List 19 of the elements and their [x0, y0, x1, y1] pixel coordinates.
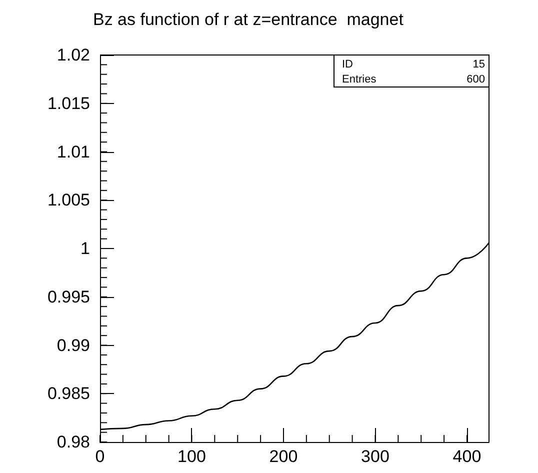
y-tick-label: 1.015: [47, 94, 90, 113]
annotation: 15: [472, 58, 485, 70]
x-tick-label: 200: [269, 447, 298, 466]
x-tick-label: 0: [95, 447, 105, 466]
y-tick-label: 1.01: [56, 142, 90, 162]
y-tick-label: 0.985: [47, 384, 90, 404]
x-tick-label: 400: [452, 447, 482, 466]
chart-title: Bz as function of r at z=entrance magnet: [93, 10, 404, 29]
y-tick-label: 1.02: [56, 46, 90, 64]
x-tick-label: 100: [178, 447, 206, 466]
y-tick-label: 1.005: [47, 190, 90, 210]
y-tick-label: 0.99: [56, 336, 90, 355]
annotation: Entries: [342, 74, 377, 86]
y-tick-label: 0.995: [47, 287, 90, 306]
y-tick-label: 0.98: [56, 432, 90, 452]
x-tick-label: 300: [361, 447, 390, 466]
annotation: 600: [466, 74, 485, 86]
annotation: ID: [342, 58, 354, 70]
y-tick-label: 1: [80, 239, 90, 258]
